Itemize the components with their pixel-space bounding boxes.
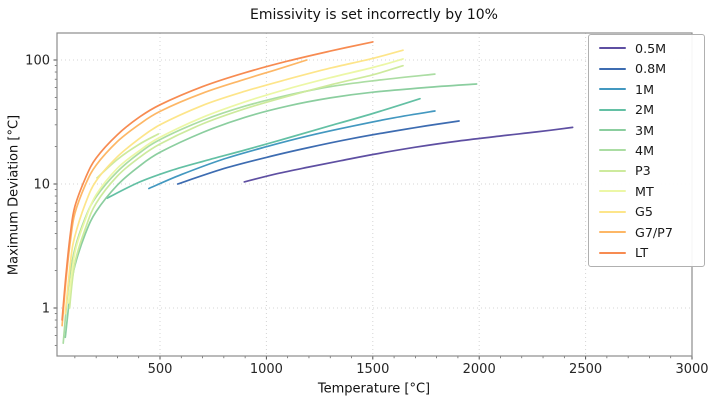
legend-swatch: [599, 231, 626, 234]
x-axis-label: Temperature [°C]: [317, 381, 431, 397]
legend-swatch: [599, 190, 626, 193]
legend-swatch: [599, 251, 626, 254]
legend-swatch: [599, 149, 626, 152]
legend-item-0.5M: 0.5M: [589, 39, 704, 58]
legend-item-LT: LT: [589, 243, 704, 262]
legend-label: MT: [635, 183, 654, 199]
y-tick-label: 1: [42, 302, 50, 317]
legend-label: 2M: [635, 102, 655, 118]
legend-label: 0.8M: [635, 61, 667, 77]
series-line-MT: [67, 58, 404, 304]
series-line-3M: [64, 83, 478, 339]
series-line-0.5M: [243, 126, 574, 183]
chart-title: Emissivity is set incorrectly by 10%: [250, 7, 498, 23]
legend-swatch: [599, 210, 626, 213]
legend-item-P3: P3: [589, 161, 704, 180]
legend-label: 4M: [635, 142, 655, 158]
series-line-LT: [61, 41, 374, 321]
legend-swatch: [599, 88, 626, 91]
y-tick-label: 100: [25, 54, 50, 69]
legend-label: G5: [635, 204, 653, 220]
x-tick-label: 2500: [569, 362, 602, 377]
series-line-0.8M: [176, 120, 460, 185]
y-axis-label: Maximum Deviation [°C]: [6, 114, 22, 276]
legend-item-2M: 2M: [589, 100, 704, 119]
legend-label: LT: [635, 245, 649, 261]
legend-swatch: [599, 47, 626, 50]
legend-item-1M: 1M: [589, 80, 704, 99]
legend-item-G7/P7: G7/P7: [589, 223, 704, 242]
legend-item-0.8M: 0.8M: [589, 59, 704, 78]
series-group: [61, 41, 574, 345]
x-tick-label: 3000: [675, 362, 708, 377]
y-tick-label: 10: [33, 178, 50, 193]
x-tick-label: 500: [148, 362, 173, 377]
legend-item-3M: 3M: [589, 121, 704, 140]
legend-swatch: [599, 67, 626, 70]
legend: 0.5M 0.8M 1M 2M 3M 4M P3 MT G5 G7/P7 LT: [588, 34, 705, 267]
legend-item-MT: MT: [589, 182, 704, 201]
series-line-P3: [96, 133, 160, 179]
series-line-G5: [64, 49, 404, 315]
x-tick-label: 2000: [463, 362, 496, 377]
series-line-4M: [62, 73, 436, 345]
series-line-G7/P7: [61, 59, 308, 327]
series-line-1M: [148, 110, 436, 190]
legend-label: 3M: [635, 122, 655, 138]
x-tick-label: 1000: [250, 362, 283, 377]
legend-swatch: [599, 129, 626, 132]
legend-label: G7/P7: [635, 224, 673, 240]
x-tick-label: 1500: [356, 362, 389, 377]
legend-item-G5: G5: [589, 202, 704, 221]
legend-label: P3: [635, 163, 651, 179]
series-line-2M: [106, 97, 421, 199]
legend-swatch: [599, 108, 626, 111]
legend-label: 1M: [635, 81, 655, 97]
series-line-P3: [68, 64, 404, 309]
legend-item-4M: 4M: [589, 141, 704, 160]
legend-swatch: [599, 169, 626, 172]
legend-label: 0.5M: [635, 40, 667, 56]
